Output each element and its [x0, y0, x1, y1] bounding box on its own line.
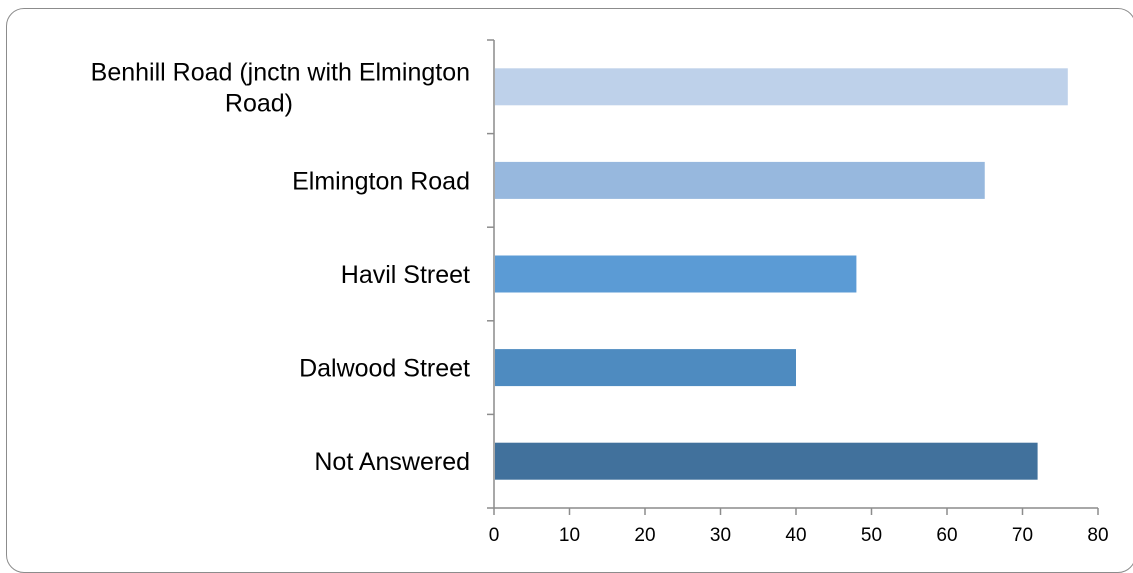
category-label-3: Dalwood Street — [299, 355, 470, 383]
bar-4 — [495, 442, 1038, 480]
bar-0 — [495, 68, 1068, 106]
x-tick-label: 10 — [559, 525, 580, 546]
x-tick-label: 20 — [634, 525, 655, 546]
x-tick-label: 50 — [861, 525, 882, 546]
x-tick-label: 40 — [785, 525, 806, 546]
x-tick-label: 80 — [1087, 525, 1108, 546]
bar-3 — [495, 349, 796, 387]
bar-1 — [495, 161, 985, 199]
category-label-0: Benhill Road (jnctn with Elmington Road) — [91, 58, 470, 117]
category-label-1: Elmington Road — [292, 167, 470, 195]
x-tick-label: 30 — [710, 525, 731, 546]
labels-layer: 0 10 20 30 40 50 60 70 80 Benhill Road (jnctn wit… — [91, 58, 1109, 546]
bar-2 — [495, 255, 857, 293]
x-tick-label: 70 — [1012, 525, 1033, 546]
axes-layer — [487, 39, 1099, 515]
category-label-2: Havil Street — [341, 261, 470, 289]
x-tick-label: 60 — [936, 525, 957, 546]
x-tick-label: 0 — [489, 525, 500, 546]
bars-layer — [495, 68, 1068, 480]
category-label-4: Not Answered — [314, 448, 470, 476]
